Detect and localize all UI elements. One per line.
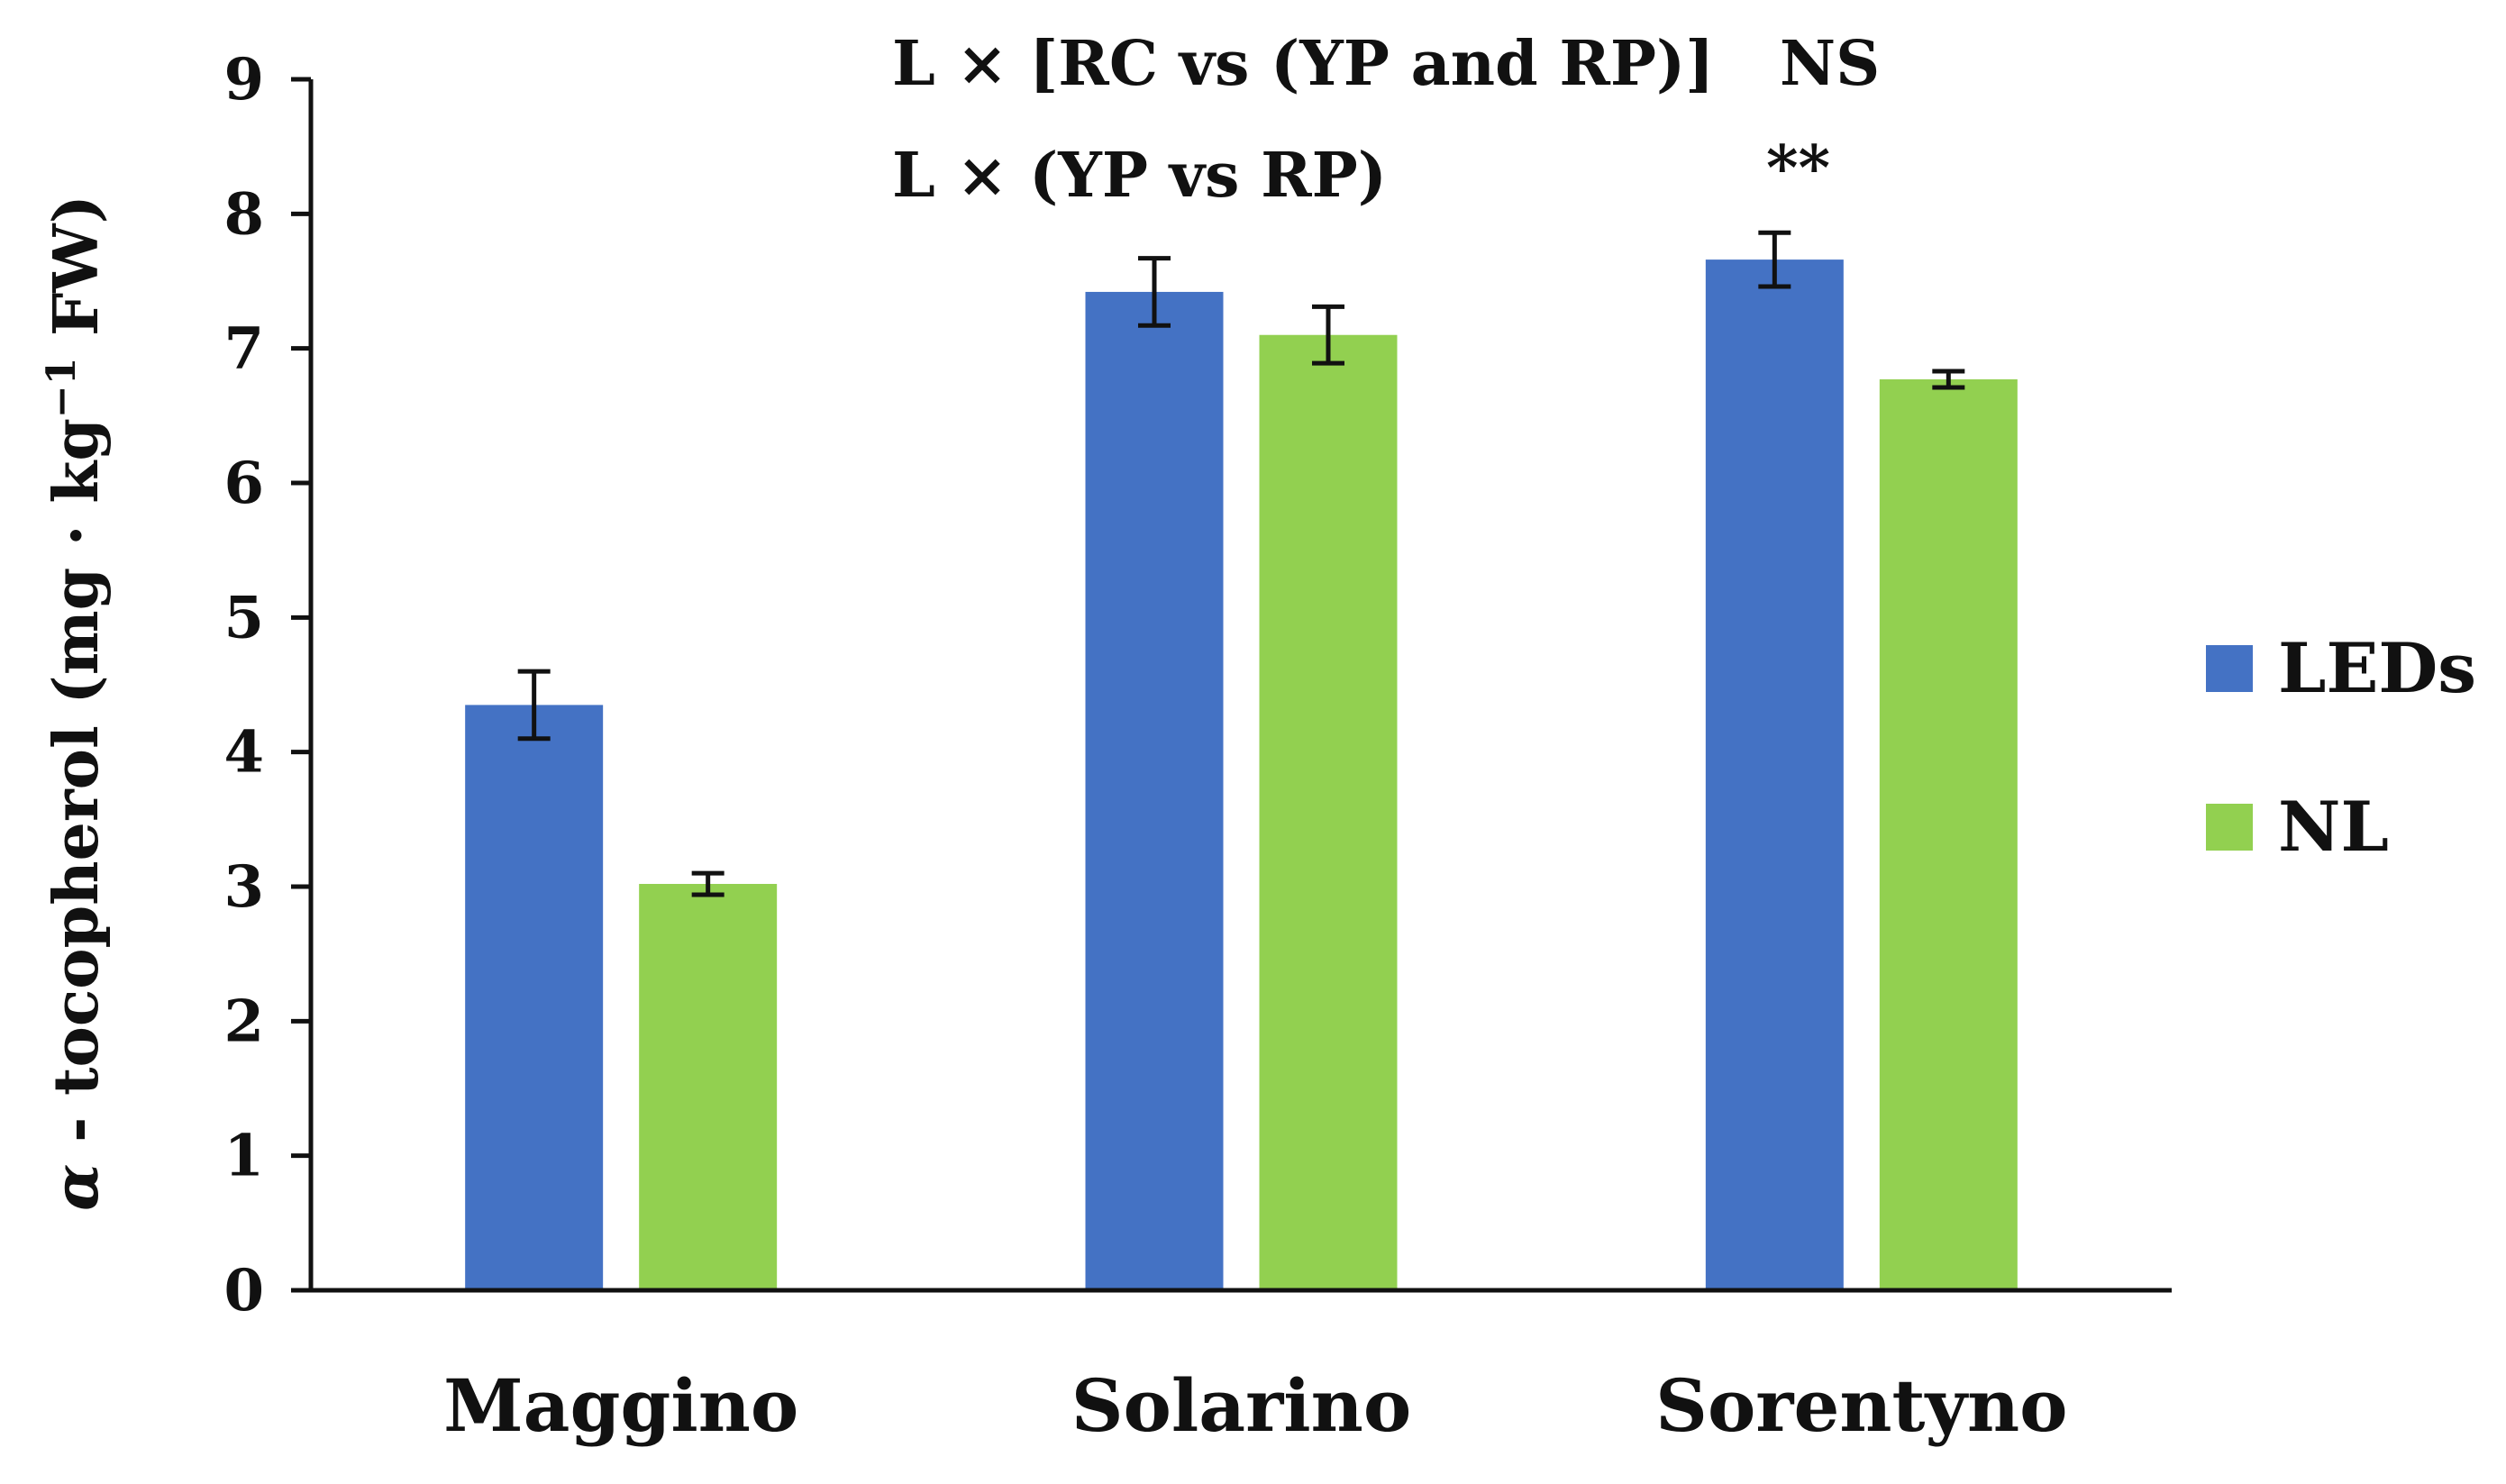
y-tick-label: 5 [223, 584, 264, 651]
y-tick-label: 2 [223, 988, 264, 1055]
legend: LEDs NL [2206, 628, 2476, 867]
y-tick-label: 3 [223, 853, 264, 921]
bar-leds-sorentyno [1705, 259, 1844, 1290]
bar-nl-maggino [639, 884, 778, 1290]
y-axis-title: α - tocopherol (mg · kg−1 FW) [39, 195, 114, 1211]
x-category-label: Maggino [443, 1363, 798, 1448]
bar-nl-sorentyno [1879, 379, 2018, 1291]
legend-label-nl: NL [2278, 787, 2389, 867]
y-axis-title-sup: −1 [39, 358, 85, 418]
bar-leds-solarino [1085, 291, 1224, 1290]
y-tick-label: 1 [223, 1123, 264, 1190]
y-axis-title-unit: FW) [41, 195, 113, 358]
y-tick-label: 7 [223, 315, 264, 383]
y-axis: 0 1 2 3 4 5 6 7 8 9 [223, 46, 311, 1325]
y-tick-label: 8 [223, 180, 264, 248]
x-axis-categories: Maggino Solarino Sorentyno [443, 1363, 2067, 1448]
y-tick-label: 6 [223, 450, 264, 517]
annotation-2-label: L × (YP vs RP) [892, 140, 1387, 212]
error-bars [517, 230, 1965, 897]
y-axis-title-alpha: α [41, 1164, 113, 1211]
y-axis-title-main: - tocopherol (mg · kg [41, 418, 113, 1163]
annotation-1-significance: NS [1780, 28, 1880, 100]
x-category-label: Sorentyno [1655, 1363, 2067, 1448]
legend-swatch-nl [2206, 804, 2253, 851]
y-tick-label: 9 [223, 46, 264, 114]
legend-label-leds: LEDs [2278, 628, 2476, 708]
x-category-label: Solarino [1071, 1363, 1411, 1448]
bar-leds-maggino [465, 705, 604, 1290]
y-tick-label: 0 [223, 1257, 264, 1325]
annotation-1-label: L × [RC vs (YP and RP)] [892, 28, 1714, 100]
bar-nl-solarino [1259, 334, 1398, 1290]
bars [465, 259, 2018, 1291]
y-tick-label: 4 [223, 719, 264, 787]
legend-swatch-leds [2206, 645, 2253, 692]
annotation-2-significance: ** [1766, 132, 1830, 205]
